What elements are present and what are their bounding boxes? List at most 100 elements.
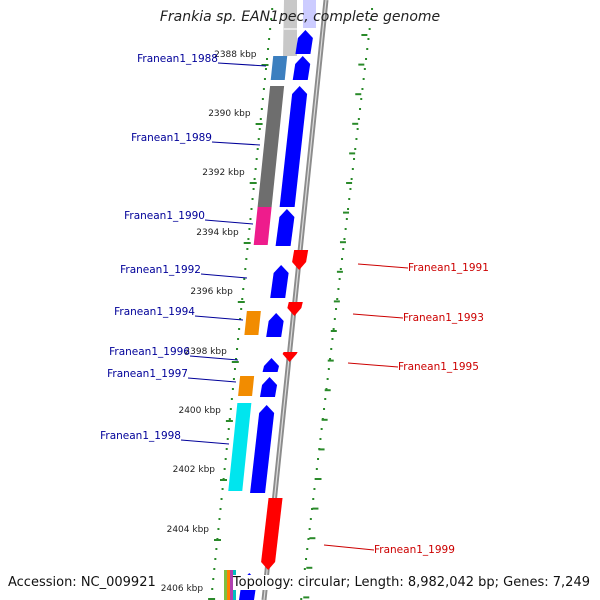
forward-cds-arrow[interactable] xyxy=(279,86,308,207)
tick-label: 2402 kbp xyxy=(173,465,216,475)
inner-tick-dot xyxy=(235,358,238,360)
inner-tick-dot xyxy=(242,288,245,290)
gene-leader-line xyxy=(204,219,254,225)
tick-label: 2394 kbp xyxy=(196,228,239,238)
outer-tick-dot xyxy=(356,128,359,130)
outer-tick-dot xyxy=(369,18,372,20)
inner-tick-dot xyxy=(261,98,264,100)
forward-cds-arrow[interactable] xyxy=(262,358,280,372)
inner-tick-dot xyxy=(240,308,243,310)
outer-tick-dot xyxy=(335,308,338,310)
reverse-cds-arrow[interactable] xyxy=(282,352,298,362)
inner-tick-dot xyxy=(238,328,241,330)
outer-tick-dot xyxy=(325,388,328,390)
inner-tick-dot xyxy=(218,518,221,520)
gene-label[interactable]: Franean1_1996 xyxy=(109,346,190,358)
outer-tick-dot xyxy=(317,458,320,460)
gene-leader-line xyxy=(217,62,267,67)
inner-tick-dot xyxy=(257,138,260,140)
inner-tick-dot xyxy=(264,68,267,70)
forward-cds-arrow[interactable] xyxy=(295,30,313,54)
cog-category-block xyxy=(224,570,227,600)
inner-tick-dot xyxy=(215,548,218,550)
gene-label[interactable]: Franean1_1989 xyxy=(131,132,212,144)
outer-tick-dot xyxy=(311,508,314,510)
outer-tick-dot xyxy=(354,148,357,150)
upper-forward-arrow[interactable] xyxy=(303,0,316,28)
gene-label[interactable]: Franean1_1994 xyxy=(114,306,195,318)
reverse-cds-arrow[interactable] xyxy=(287,302,303,316)
inner-tick-dot xyxy=(212,578,215,580)
reverse-cds-arrow[interactable] xyxy=(261,498,283,570)
inner-tick-dot xyxy=(214,558,217,560)
inner-tick-dot xyxy=(263,78,266,80)
gene-leader-line xyxy=(352,313,404,319)
inner-tick-dot xyxy=(270,18,273,20)
inner-tick-dot xyxy=(221,488,224,490)
outer-tick-dot xyxy=(339,268,342,270)
inner-tick-dot xyxy=(253,178,256,180)
tick-label: 2404 kbp xyxy=(167,525,210,535)
outer-tick-dot xyxy=(308,528,311,530)
outer-tick-dot xyxy=(327,368,330,370)
outer-tick-dot xyxy=(305,558,308,560)
map-title: Frankia sp. EAN1pec, complete genome xyxy=(159,9,441,25)
inner-tick-dot xyxy=(227,428,230,430)
outer-tick-dot xyxy=(353,158,356,160)
forward-cds-arrow[interactable] xyxy=(292,56,311,80)
outer-tick-dot xyxy=(345,218,348,220)
forward-cds-arrow[interactable] xyxy=(266,313,284,337)
inner-tick-dot xyxy=(220,498,223,500)
inner-tick-dot xyxy=(228,418,231,420)
outer-tick-dot xyxy=(365,58,368,60)
outer-tick-dot xyxy=(360,98,363,100)
gene-label[interactable]: Franean1_1993 xyxy=(403,312,484,324)
gene-label[interactable]: Franean1_1992 xyxy=(120,264,201,276)
inner-tick-dot xyxy=(262,88,265,90)
cog-category-block xyxy=(244,311,261,335)
inner-tick-dot xyxy=(256,148,259,150)
outer-tick-dot xyxy=(362,78,365,80)
gene-label[interactable]: Franean1_1990 xyxy=(124,210,205,222)
gene-label[interactable]: Franean1_1997 xyxy=(107,368,188,380)
outer-tick-dot xyxy=(326,378,329,380)
outer-tick-dot xyxy=(309,518,312,520)
outer-tick-dot xyxy=(342,248,345,250)
inner-tick-dot xyxy=(246,248,249,250)
outer-tick-dot xyxy=(312,498,315,500)
gene-leader-line xyxy=(211,141,261,146)
inner-tick-dot xyxy=(217,528,220,530)
inner-tick-dot xyxy=(271,8,274,10)
outer-tick-dot xyxy=(349,188,352,190)
forward-cds-arrow[interactable] xyxy=(270,265,289,298)
inner-tick-dot xyxy=(255,158,258,160)
outer-tick-dot xyxy=(359,108,362,110)
outer-tick-dot xyxy=(341,258,344,260)
gene-label[interactable]: Franean1_1991 xyxy=(408,262,489,274)
gene-label[interactable]: Franean1_1998 xyxy=(100,430,181,442)
reverse-cds-arrow[interactable] xyxy=(292,250,309,270)
gene-label[interactable]: Franean1_1988 xyxy=(137,53,218,65)
outer-tick-dot xyxy=(336,298,339,300)
outer-tick-dot xyxy=(355,138,358,140)
forward-cds-arrow[interactable] xyxy=(275,209,295,246)
gene-leader-line xyxy=(187,377,237,383)
accession-text: Accession: NC_009921 xyxy=(8,575,156,590)
forward-cds-arrow[interactable] xyxy=(259,377,278,397)
outer-tick-dot xyxy=(331,338,334,340)
inner-tick-dot xyxy=(244,268,247,270)
inner-tick-dot xyxy=(224,458,227,460)
summary-text: Topology: circular; Length: 8,982,042 bp… xyxy=(232,575,590,590)
inner-tick-dot xyxy=(229,408,232,410)
tick-label: 2390 kbp xyxy=(208,109,251,119)
outer-tick-dot xyxy=(347,208,350,210)
gene-label[interactable]: Franean1_1995 xyxy=(398,361,479,373)
inner-tick-dot xyxy=(248,228,251,230)
outer-tick-dot xyxy=(337,288,340,290)
outer-tick-dot xyxy=(319,438,322,440)
tick-label: 2398 kbp xyxy=(184,347,227,357)
gene-label[interactable]: Franean1_1999 xyxy=(374,544,455,556)
forward-cds-arrow[interactable] xyxy=(250,405,275,493)
inner-tick-dot xyxy=(223,468,226,470)
